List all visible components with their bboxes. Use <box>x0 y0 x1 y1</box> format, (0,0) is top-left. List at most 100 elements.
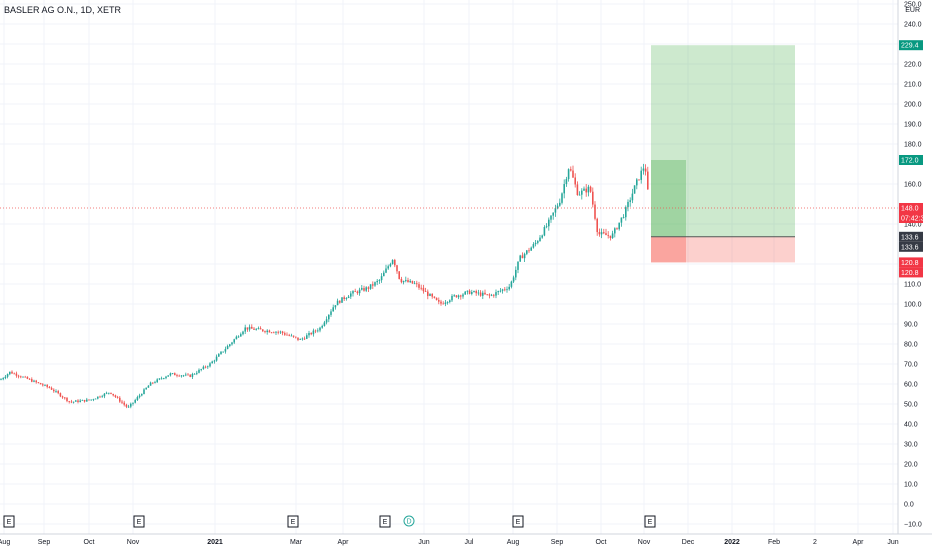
candle <box>358 287 361 296</box>
candle-body <box>383 272 385 277</box>
candle-body <box>246 327 249 330</box>
candle <box>24 375 26 378</box>
candle-body <box>506 289 508 291</box>
stop-loss-zone[interactable] <box>651 236 795 263</box>
candle <box>576 181 579 196</box>
candle <box>510 280 513 289</box>
candle <box>299 338 301 340</box>
earnings-marker[interactable]: E <box>379 515 391 528</box>
candle <box>543 225 546 237</box>
candle <box>33 379 35 383</box>
candle <box>136 395 139 401</box>
candle <box>528 247 530 253</box>
price-label-high[interactable]: 172.0 <box>899 155 923 165</box>
candle <box>149 381 152 386</box>
candle <box>130 402 132 409</box>
candle-body <box>585 188 587 193</box>
time-tick-label: Apr <box>853 539 865 546</box>
candle-body <box>101 396 103 398</box>
price-label-stop2[interactable]: 120.8 <box>899 267 923 278</box>
candle <box>42 383 44 387</box>
candle-body <box>517 261 519 270</box>
earnings-marker[interactable]: E <box>3 515 15 528</box>
time-tick-label: Oct <box>596 539 607 546</box>
candle-body <box>372 284 374 286</box>
candle-body <box>303 338 306 340</box>
price-label-countdown[interactable]: 07:42:30 <box>899 213 928 223</box>
candle <box>39 382 42 385</box>
candle-body <box>306 335 308 339</box>
position-zones[interactable] <box>651 45 795 263</box>
candle-body <box>499 290 502 292</box>
candle <box>479 290 482 297</box>
candle <box>213 359 216 364</box>
earnings-marker[interactable]: E <box>512 515 524 528</box>
candle-body <box>235 336 238 340</box>
candle-body <box>20 376 22 378</box>
candle-body <box>347 296 350 298</box>
candle <box>396 264 398 274</box>
candle <box>567 168 570 182</box>
currency-label: EUR <box>905 7 920 14</box>
price-label-entry2[interactable]: 133.6 <box>899 241 923 252</box>
candle <box>180 375 183 378</box>
candle-body <box>449 300 451 302</box>
time-axis[interactable]: Aug Sep Oct Nov 2021 Mar Apr Jun Jul Aug Sep Oct Nov… <box>0 533 932 546</box>
price-label-target[interactable]: 229.4 <box>899 40 923 51</box>
candle-body <box>435 297 438 301</box>
candle <box>629 197 631 207</box>
candle <box>224 346 227 354</box>
earnings-marker[interactable]: E <box>133 515 145 528</box>
candle-body <box>361 288 363 290</box>
candle <box>361 285 363 291</box>
candle <box>94 398 97 400</box>
candle-body <box>110 392 112 394</box>
candle-body <box>127 406 130 408</box>
candle <box>235 335 238 340</box>
candle-body <box>42 384 44 386</box>
earnings-label: E <box>648 519 653 526</box>
candle-body <box>61 396 64 398</box>
candle <box>433 296 436 299</box>
profit-target-zone[interactable] <box>651 45 795 237</box>
price-tick-label: 200.0 <box>904 102 922 109</box>
price-axis[interactable]: −10.0 0.0 10.0 20.0 30.0 40.0 50.0 60.0 70.0 80.0… <box>897 0 928 534</box>
candle-body <box>57 391 59 394</box>
candle-body <box>233 339 235 343</box>
candle-body <box>598 232 601 235</box>
dividend-label: D <box>406 519 411 526</box>
candle <box>59 392 62 398</box>
candle-body <box>479 292 482 296</box>
candle-body <box>17 375 20 377</box>
candle <box>110 392 112 395</box>
candle-body <box>618 222 620 230</box>
candle-body <box>125 404 128 407</box>
time-tick-label: Sep <box>551 539 564 546</box>
candle <box>44 384 46 387</box>
candle-body <box>578 194 581 196</box>
candle <box>523 252 526 262</box>
time-tick-label: 2022 <box>724 539 740 546</box>
price-label-stop1[interactable]: 120.8 <box>899 257 923 268</box>
candle-body <box>429 293 431 296</box>
candle <box>259 326 262 330</box>
candle <box>391 259 394 265</box>
price-label-bg <box>899 241 923 252</box>
candle <box>517 261 519 274</box>
earnings-marker[interactable]: E <box>287 515 299 528</box>
candle <box>97 396 99 400</box>
dividend-marker[interactable]: D <box>403 515 415 527</box>
candle <box>226 344 229 350</box>
price-label-entry1[interactable]: 133.6 <box>899 231 923 242</box>
candle-body <box>6 374 9 377</box>
candle <box>411 280 414 284</box>
price-label-last[interactable]: 148.0 <box>899 203 923 213</box>
candle-body <box>600 232 603 235</box>
candle <box>132 402 134 406</box>
candle <box>453 294 455 297</box>
candle <box>257 326 260 330</box>
symbol-title: BASLER AG O.N., 1D, XETR <box>4 5 122 15</box>
earnings-marker[interactable]: E <box>644 515 656 528</box>
